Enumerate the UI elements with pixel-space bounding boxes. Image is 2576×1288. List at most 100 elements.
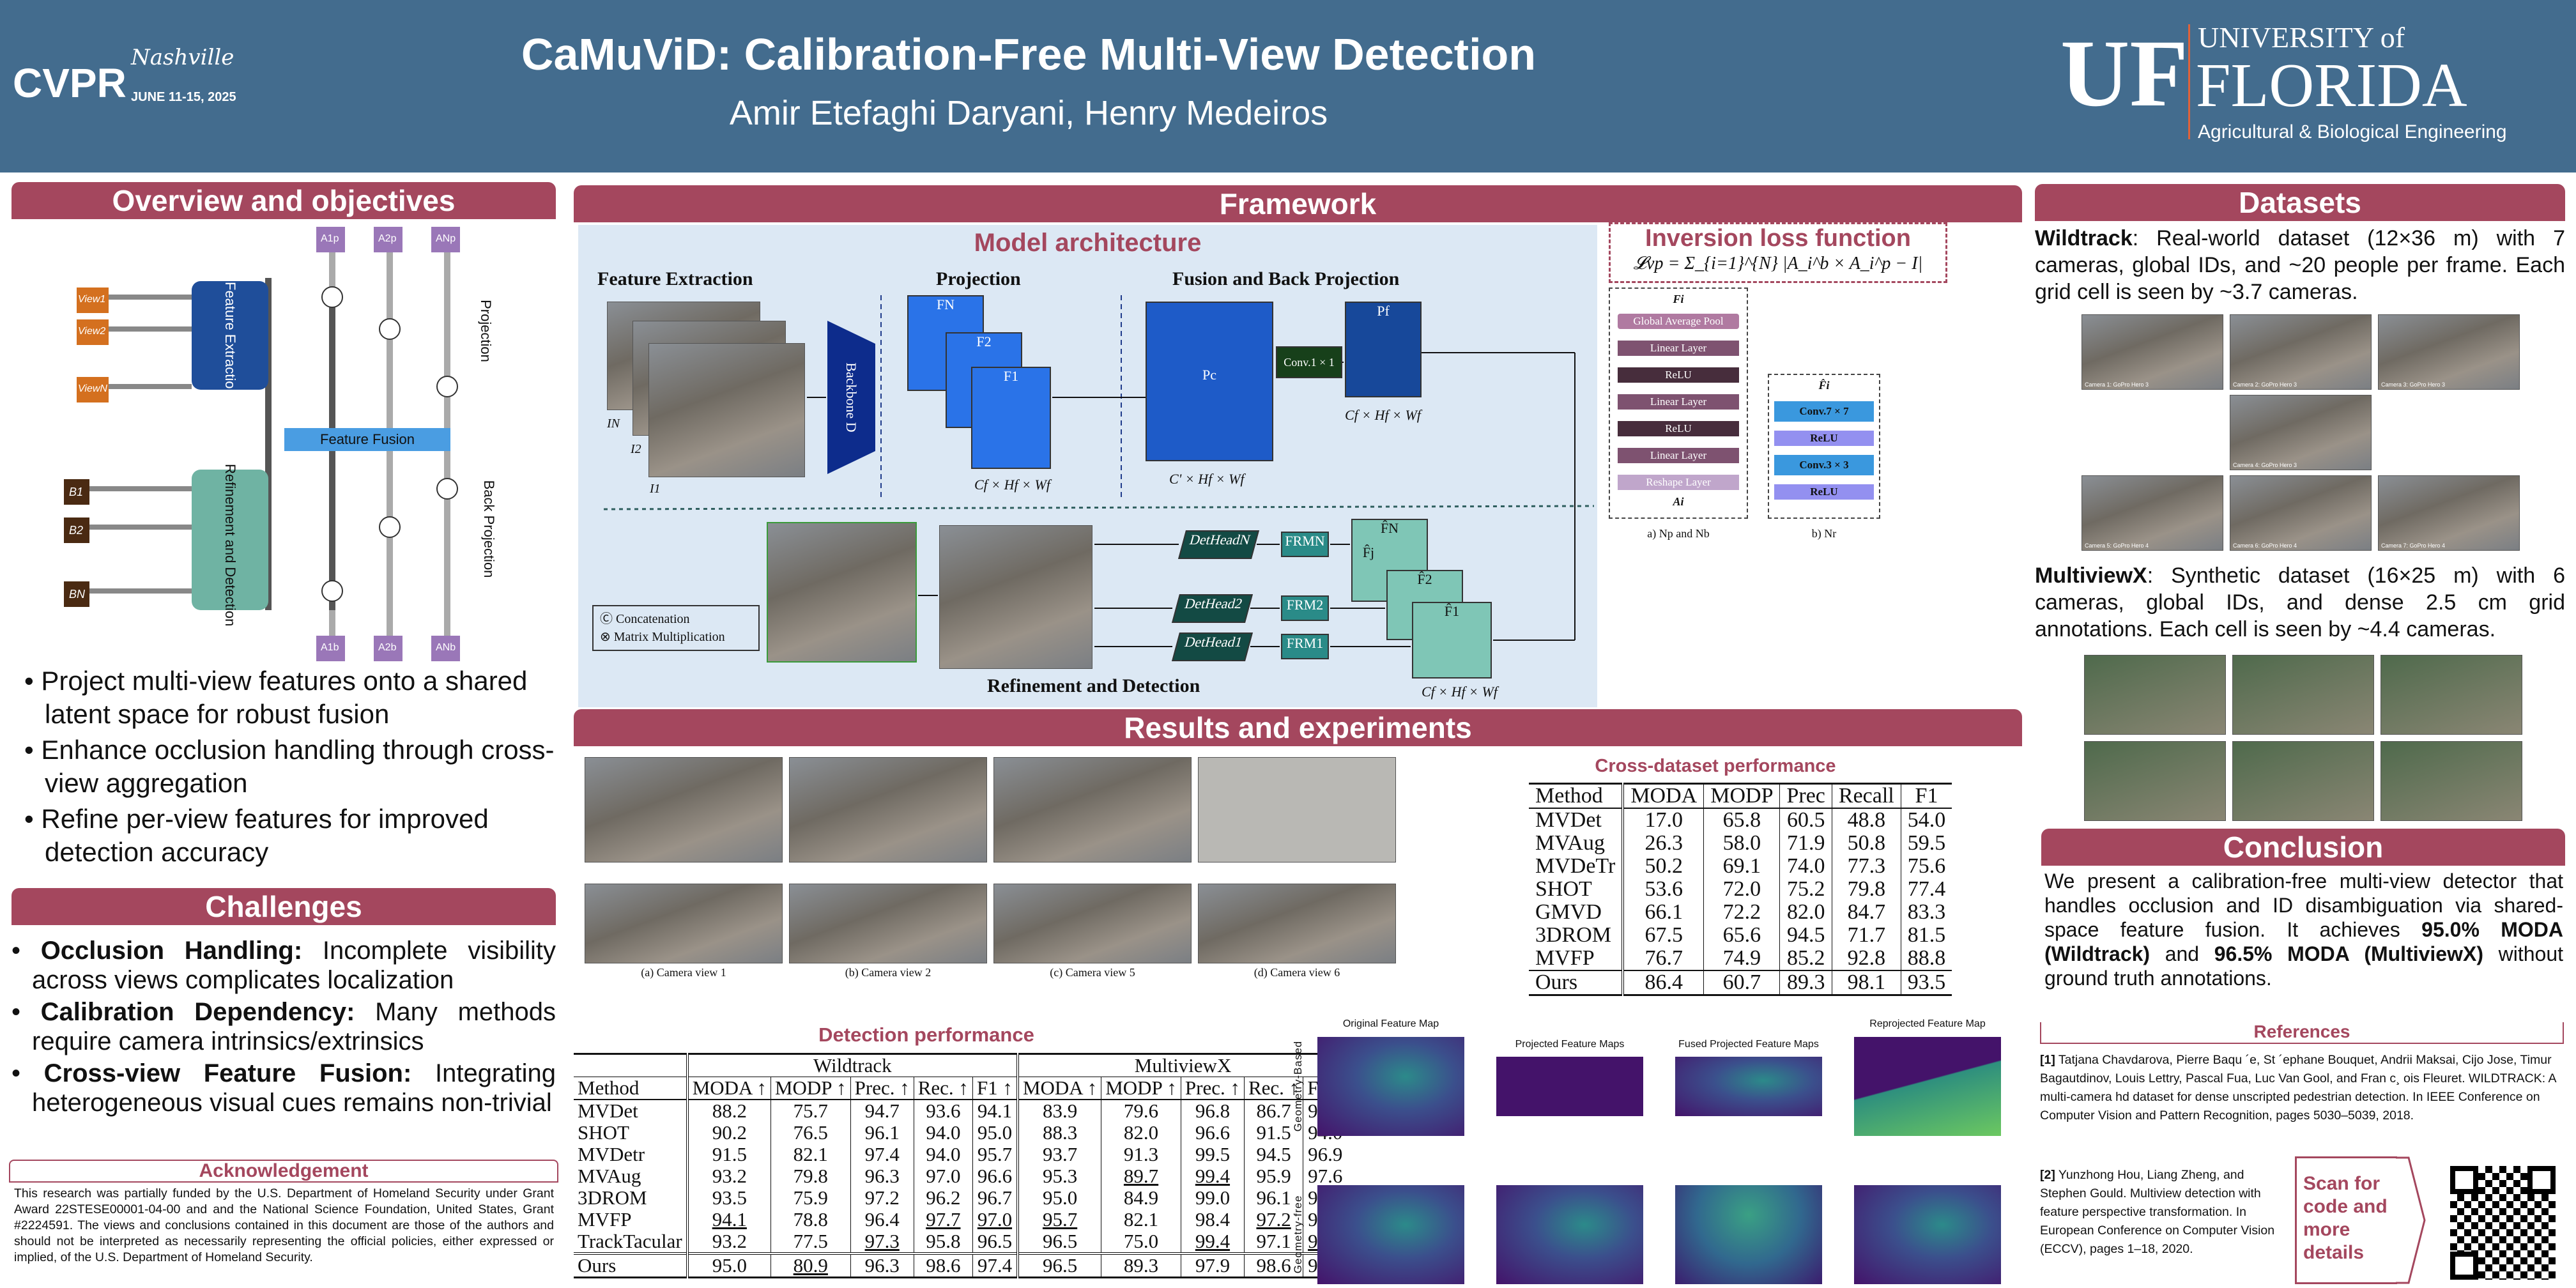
group-header: MultiviewX — [1134, 1054, 1232, 1077]
table-row: GMVD 66.1 72.2 82.0 84.7 83.3 — [1529, 901, 1952, 924]
reference-1: [1] Tatjana Chavdarova, Pierre Baqu ´e, … — [2040, 1053, 2556, 1123]
feature-map — [1854, 1037, 2001, 1136]
table-cell: 54.0 — [1900, 808, 1952, 832]
table-row: MVDetr 91.5 82.1 97.4 94.0 95.7 93.7 91.3 99.5 94… — [574, 1144, 1347, 1165]
table-row: Ours 95.0 80.9 96.3 98.6 97.4 96.5 89.3 97.9 98.6… — [574, 1254, 1347, 1278]
camera-thumbnail — [2084, 655, 2226, 735]
table-cell: 74.0 — [1779, 855, 1832, 878]
table-cell: 96.3 — [850, 1254, 914, 1278]
table-cell: 71.7 — [1831, 924, 1901, 947]
table-cell: 82.0 — [1779, 901, 1832, 924]
challenge-item: • Cross-view Feature Fusion: Integrating… — [12, 1059, 556, 1117]
table-cell: 76.7 — [1622, 947, 1704, 970]
qr-code[interactable] — [2450, 1166, 2556, 1280]
table-cell: 79.8 — [770, 1165, 851, 1187]
frm-2: FRM2 — [1281, 595, 1329, 621]
group-header: Wildtrack — [687, 1054, 1019, 1077]
table-row: MVDet 88.2 75.7 94.7 93.6 94.1 83.9 79.6 96.8 86.… — [574, 1100, 1347, 1122]
table-cell: 94.1 — [687, 1209, 771, 1230]
table-row: MVDeTr 50.2 69.1 74.0 77.3 75.6 — [1529, 855, 1952, 878]
reference-2: [2] Yunzhong Hou, Liang Zheng, and Steph… — [2040, 1168, 2275, 1256]
table-cell: 59.5 — [1900, 832, 1952, 855]
table-cell: MVFP — [574, 1209, 689, 1230]
bullet: • Refine per-view features for improved … — [24, 804, 489, 867]
table-cell: 86.4 — [1622, 970, 1704, 995]
refined-block-j: F̂j — [1362, 544, 1375, 560]
model-architecture: Model architecture Feature Extraction Pr… — [578, 225, 1597, 707]
table-cell: 3DROM — [574, 1187, 689, 1209]
table-cell: MVDet — [574, 1100, 689, 1122]
table-cell: 99.5 — [1180, 1144, 1245, 1165]
feature-map — [1854, 1185, 2001, 1284]
column-header: Method — [1529, 783, 1625, 808]
table-cell: MVFP — [1529, 947, 1625, 970]
table-cell: 93.5 — [687, 1187, 771, 1209]
nr-diagram: F̂i Conv.7 × 7 ReLU Conv.3 × 3 ReLU — [1768, 374, 1880, 519]
table-row: 3DROM 93.5 75.9 97.2 96.2 96.7 95.0 84.9 99.0 96.… — [574, 1187, 1347, 1209]
table-cell: 79.6 — [1101, 1100, 1181, 1122]
table-cell: 60.7 — [1703, 970, 1780, 995]
scan-callout: Scan for code and more details — [2295, 1156, 2397, 1284]
table-cell: 88.3 — [1017, 1122, 1101, 1144]
camera-image — [585, 884, 783, 963]
table-cell: 53.6 — [1622, 878, 1704, 901]
references-heading: References — [2040, 1022, 2564, 1044]
table-cell: 97.9 — [1180, 1254, 1245, 1278]
table-cell: TrackTacular — [574, 1230, 689, 1254]
wildtrack-description: Wildtrack: Real-world dataset (12×36 m) … — [2035, 226, 2565, 304]
column-header: MODP — [1703, 783, 1780, 808]
acknowledgement-text: This research was partially funded by th… — [14, 1186, 554, 1264]
table-cell: 67.5 — [1622, 924, 1704, 947]
table-cell: 96.8 — [1180, 1100, 1245, 1122]
feature-map-grid: Original Feature Map Projected Feature M… — [1285, 1013, 2020, 1288]
feature-map — [1317, 1185, 1464, 1284]
table-cell: 91.5 — [1243, 1122, 1303, 1144]
column-header: Method — [574, 1077, 689, 1100]
column-header: Recall — [1831, 783, 1901, 808]
table-cell: 97.2 — [1243, 1209, 1303, 1230]
table-cell: 97.6 — [1303, 1165, 1347, 1187]
overview-bullets: • Project multi-view features onto a sha… — [19, 664, 556, 871]
table-cell: 58.0 — [1703, 832, 1780, 855]
concat-feature-block: Pc — [1146, 302, 1273, 461]
detection-output-image — [767, 522, 917, 663]
table-cell: 91.5 — [687, 1144, 771, 1165]
poster-title: CaMuViD: Calibration-Free Multi-View Det… — [521, 29, 1537, 79]
table-cell: 98.6 — [913, 1254, 973, 1278]
table-row: MVDet 17.0 65.8 60.5 48.8 54.0 — [1529, 808, 1952, 832]
table-cell: 65.8 — [1703, 808, 1780, 832]
camera-thumbnail: Camera 5: GoPro Hero 4 — [2082, 475, 2223, 551]
detection-table: Wildtrack MultiviewX Method MODA ↑ MODP ↑ Pre… — [574, 1053, 1347, 1278]
table-cell: 96.1 — [850, 1122, 914, 1144]
table-cell: 96.9 — [1303, 1144, 1347, 1165]
column-header: MODP ↑ — [770, 1077, 851, 1100]
table-cell: 80.9 — [770, 1254, 851, 1278]
table-cell: 88.2 — [687, 1100, 771, 1122]
column-header: F1 — [1900, 783, 1952, 808]
table-cell: 93.2 — [687, 1165, 771, 1187]
datasets-heading: Datasets — [2035, 184, 2565, 221]
table-cell: MVAug — [574, 1165, 689, 1187]
detection-view-stack — [939, 525, 1092, 669]
camera-thumbnail: Camera 6: GoPro Hero 4 — [2230, 475, 2372, 551]
camera-views: (a) Camera view 1 (b) Camera view 2 (c) … — [585, 757, 1399, 981]
cross-dataset-table: Method MODA MODP Prec Recall F1 MVDet 17.0 65.8 6… — [1529, 783, 1952, 996]
dethead-1: DetHead1 — [1171, 632, 1254, 661]
table-cell: 77.3 — [1831, 855, 1901, 878]
table-cell: 66.1 — [1622, 901, 1704, 924]
table-cell: 97.7 — [913, 1209, 973, 1230]
table-cell: 92.8 — [1831, 947, 1901, 970]
table-row: MVAug 26.3 58.0 71.9 50.8 59.5 — [1529, 832, 1952, 855]
column-header: MODA ↑ — [687, 1077, 771, 1100]
poster-authors: Amir Etefaghi Daryani, Henry Medeiros — [729, 94, 1328, 132]
table-cell: 96.3 — [850, 1165, 914, 1187]
table-cell: 96.4 — [850, 1209, 914, 1230]
camera-image — [993, 884, 1192, 963]
scan-arrow-icon — [2396, 1156, 2426, 1284]
table-cell: 99.0 — [1180, 1187, 1245, 1209]
dethead-2: DetHead2 — [1171, 594, 1254, 623]
table-cell: 96.5 — [972, 1230, 1019, 1254]
table-cell: SHOT — [574, 1122, 689, 1144]
camera-image — [789, 884, 987, 963]
challenge-item: • Calibration Dependency: Many methods r… — [12, 998, 556, 1055]
